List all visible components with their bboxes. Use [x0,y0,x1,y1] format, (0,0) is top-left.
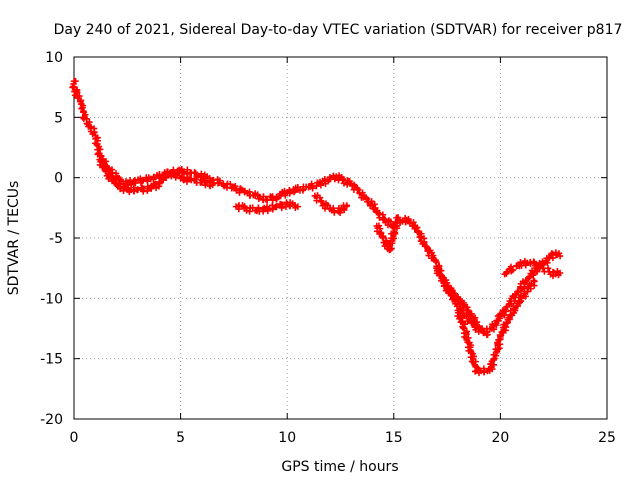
y-tick-label: -5 [49,231,63,247]
series-branch-dip [373,214,402,254]
series-main [69,77,564,337]
series-branch-lower-right [433,264,491,339]
x-tick-label: 5 [176,430,185,446]
x-axis-label: GPS time / hours [281,459,398,475]
chart-title: Day 240 of 2021, Sidereal Day-to-day VTE… [54,22,623,38]
series-branch-morning [96,156,216,196]
data-markers [501,257,564,280]
x-tick-label: 10 [278,430,296,446]
data-markers [373,214,402,254]
axis-ticks: 0 5 10 15 20 25 10 5 0 -5 -10 -15 -20 [40,50,616,446]
data-points [69,77,564,377]
x-tick-label: 0 [70,430,79,446]
y-tick-label: -15 [40,352,63,368]
y-axis-label: SDTVAR / TECUs [6,181,22,296]
data-markers [69,77,564,337]
plot-frame [73,56,608,420]
grid [74,57,607,419]
series-branch-noon [311,192,351,217]
data-markers [96,156,216,196]
y-tick-label: 5 [54,110,63,126]
x-tick-label: 15 [385,430,403,446]
y-tick-label: -20 [40,412,63,428]
y-tick-label: 10 [45,50,63,66]
x-tick-label: 25 [598,430,616,446]
series-branch-upper [501,257,564,280]
data-markers [454,277,538,377]
data-markers [232,199,302,215]
y-tick-label: -10 [40,291,63,307]
y-tick-label: 0 [54,171,63,187]
x-tick-label: 20 [491,430,509,446]
data-markers [311,192,351,217]
series-branch-evening [232,199,302,215]
series-branch-lower [454,277,538,377]
data-markers [433,264,491,339]
